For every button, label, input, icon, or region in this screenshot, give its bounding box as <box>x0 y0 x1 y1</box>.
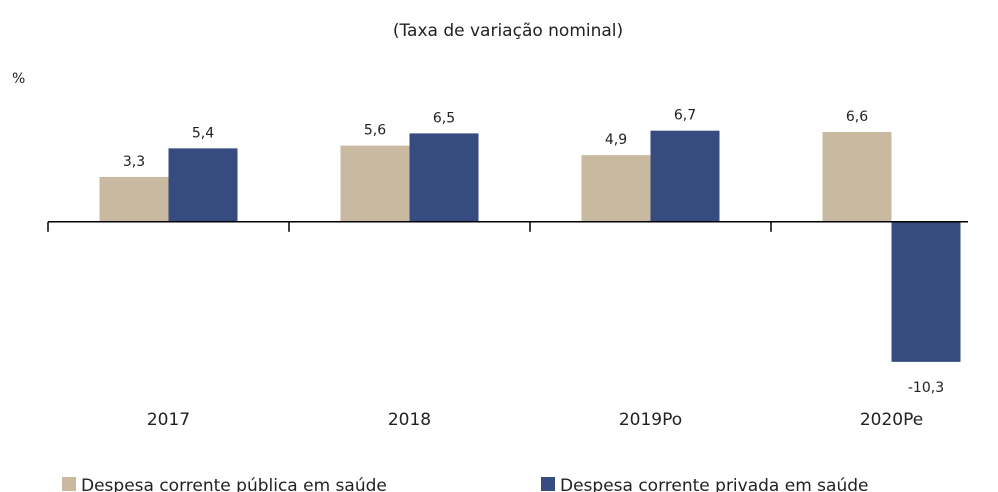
value-label: 4,9 <box>605 132 627 148</box>
value-label: 6,7 <box>674 108 696 124</box>
value-label: 6,5 <box>433 110 455 126</box>
bar <box>891 221 961 362</box>
bar <box>99 176 169 222</box>
x-tick-label: 2020Pe <box>860 410 923 430</box>
value-label: 3,3 <box>123 154 145 170</box>
x-tick-label: 2017 <box>147 410 190 430</box>
legend-swatch <box>541 477 555 491</box>
y-axis-label: % <box>12 71 25 87</box>
bar <box>340 145 410 222</box>
legend-swatch <box>62 477 76 491</box>
bar <box>581 155 651 222</box>
x-tick-label: 2019Po <box>619 410 682 430</box>
value-label: 6,6 <box>846 109 868 125</box>
legend-label: Despesa corrente pública em saúde <box>81 476 387 492</box>
chart-title: (Taxa de variação nominal) <box>393 21 623 41</box>
x-tick-label: 2018 <box>388 410 431 430</box>
value-label: 5,4 <box>192 125 214 141</box>
legend-label: Despesa corrente privada em saúde <box>560 476 868 492</box>
value-label: 5,6 <box>364 123 386 139</box>
bar <box>168 148 238 222</box>
bar <box>650 130 720 222</box>
value-label: -10,3 <box>908 380 944 396</box>
bar <box>822 132 892 222</box>
bar <box>409 133 479 222</box>
